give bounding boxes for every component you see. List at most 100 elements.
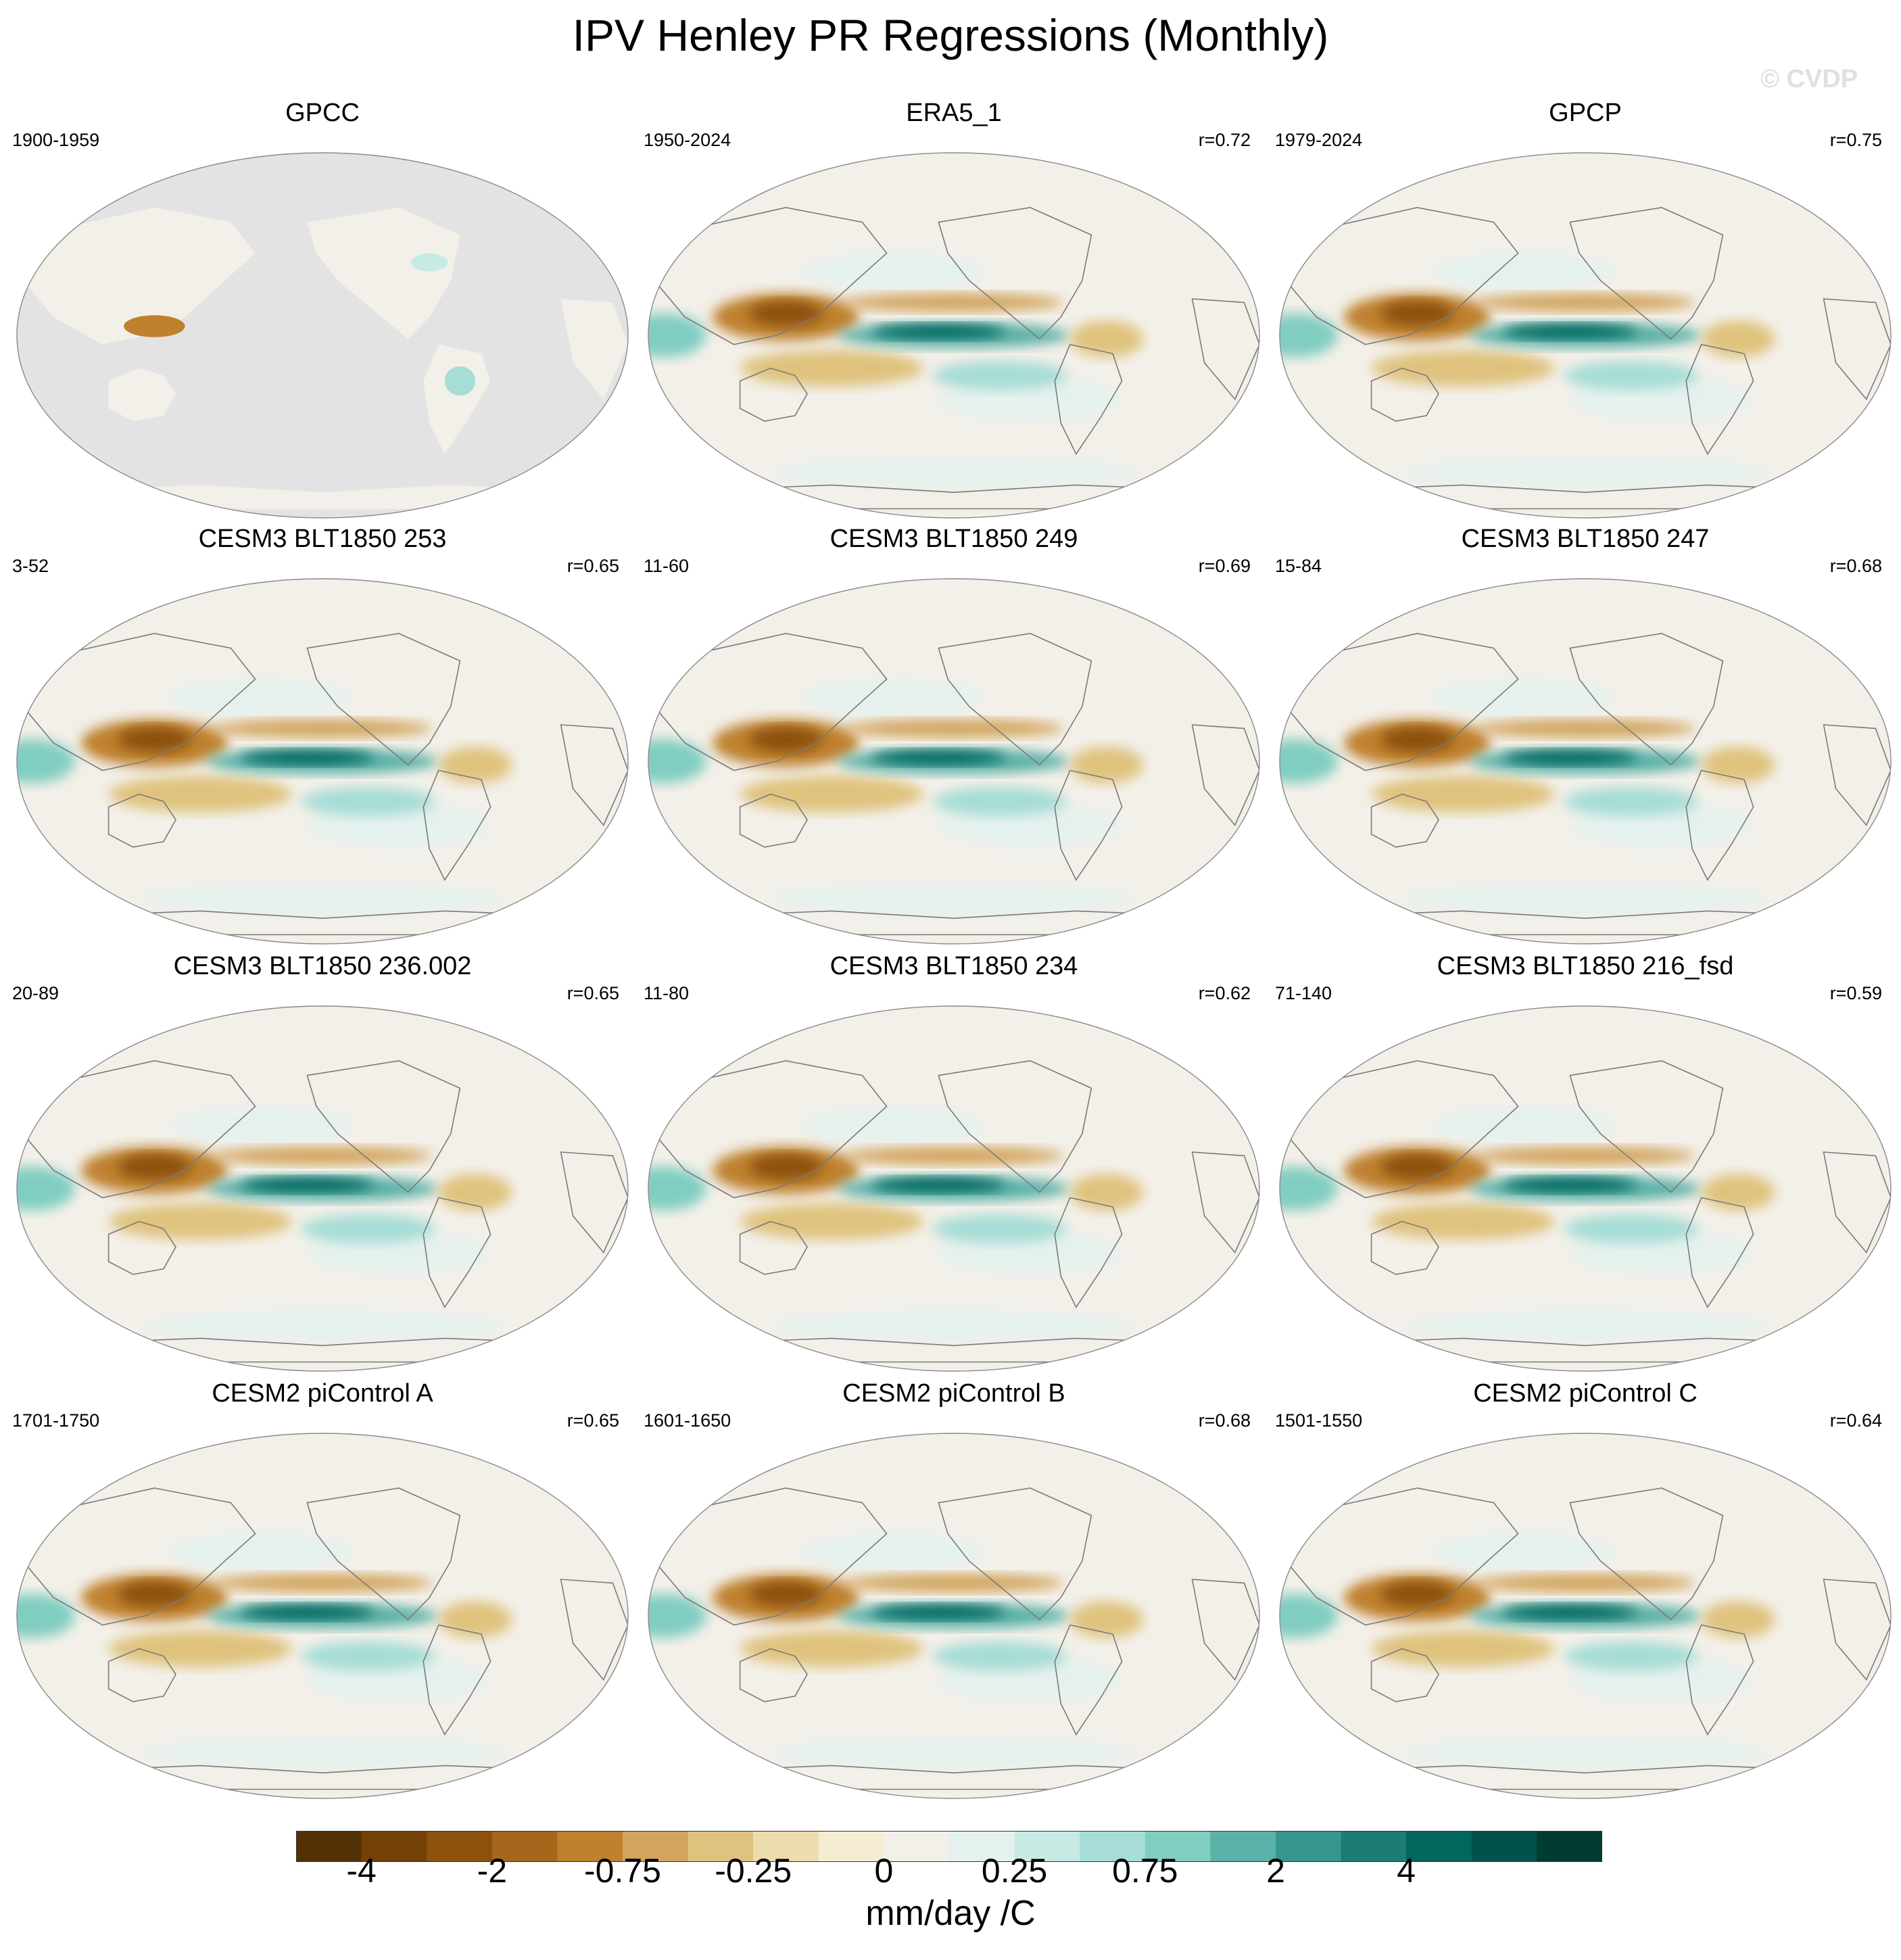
maritime-continent-core xyxy=(118,1153,191,1180)
north-itcz-dry-anomaly xyxy=(844,293,1064,312)
southeast-pacific-wet-anomaly xyxy=(932,1214,1067,1243)
southeast-pacific-wet-anomaly xyxy=(932,360,1067,390)
equatorial-pacific-core xyxy=(871,1177,1006,1193)
colorbar-swatch xyxy=(1014,1832,1080,1861)
coastline-africa xyxy=(560,1579,628,1681)
panel-title: CESM3 BLT1850 249 xyxy=(829,525,1078,553)
coastline-southAmerica xyxy=(1054,1624,1123,1736)
panel-correlation: r=0.65 xyxy=(567,1410,619,1431)
coastline-africa xyxy=(1823,1151,1891,1253)
colorbar-tick-label: -0.75 xyxy=(584,1852,661,1890)
coastline-australia xyxy=(1370,1648,1439,1702)
coastline-australia xyxy=(739,367,808,422)
map-panel: CESM2 piControl C 1501-1550 r=0.64 xyxy=(1271,1379,1900,1799)
maritime-continent-core xyxy=(1380,300,1454,327)
coastline-southAmerica xyxy=(423,1197,491,1309)
regression-map xyxy=(648,1005,1260,1372)
map-panel: CESM3 BLT1850 247 15-84 r=0.68 xyxy=(1271,525,1900,945)
north-itcz-dry-anomaly xyxy=(1475,1146,1695,1165)
indian-ocean-wet-anomaly xyxy=(1280,739,1338,784)
panel-correlation: r=0.59 xyxy=(1829,983,1882,1003)
panel-correlation: r=0.75 xyxy=(1829,130,1882,150)
coastline-africa xyxy=(1823,298,1891,400)
colorbar-tick-label: -0.25 xyxy=(715,1852,792,1890)
southern-ocean-anomaly xyxy=(770,883,1138,913)
north-pacific-anomaly xyxy=(801,253,985,290)
map-panel: CESM2 piControl B 1601-1650 r=0.68 xyxy=(640,1379,1268,1799)
southern-ocean-anomaly xyxy=(1401,1310,1769,1341)
spcz-dry-anomaly xyxy=(740,1630,923,1667)
coastline-australia xyxy=(739,1220,808,1275)
coastline-southAmerica xyxy=(423,1624,491,1736)
panel-title: GPCC xyxy=(285,99,360,127)
equatorial-pacific-core xyxy=(239,1604,375,1620)
panel-period: 1950-2024 xyxy=(644,130,731,150)
colorbar-tick-label: 0 xyxy=(874,1852,894,1890)
map-boundary xyxy=(16,1433,629,1799)
equatorial-pacific-core xyxy=(1502,324,1637,339)
spcz-dry-anomaly xyxy=(108,775,292,813)
maritime-continent-core xyxy=(1380,1581,1454,1607)
indian-ocean-wet-anomaly xyxy=(648,313,706,358)
north-itcz-dry-anomaly xyxy=(212,1573,433,1592)
southeast-pacific-wet-anomaly xyxy=(1564,786,1699,816)
indian-ocean-wet-anomaly xyxy=(1280,313,1338,358)
north-pacific-anomaly xyxy=(1433,253,1616,290)
maritime-continent-anomaly xyxy=(124,315,185,337)
regression-map xyxy=(1279,578,1892,945)
map-panel: GPCP 1979-2024 r=0.75 xyxy=(1271,99,1900,519)
coastline-southAmerica xyxy=(1054,1197,1123,1309)
panel-title: CESM3 BLT1850 236.002 xyxy=(173,952,472,980)
colorbar-swatch xyxy=(623,1832,689,1861)
colorbar-swatch xyxy=(557,1832,623,1861)
north-pacific-anomaly xyxy=(801,679,985,716)
coastline-northAmerica xyxy=(1569,207,1724,340)
colorbar-tick-label: 4 xyxy=(1397,1852,1416,1890)
map-boundary xyxy=(648,1005,1260,1372)
panel-title: CESM2 piControl C xyxy=(1473,1379,1698,1408)
coastline-southAmerica xyxy=(1685,343,1754,456)
coastline-northAmerica xyxy=(938,1487,1092,1621)
panel-correlation: r=0.65 xyxy=(567,556,619,576)
colorbar-tick-label: 0.25 xyxy=(981,1852,1048,1890)
southeast-pacific-wet-anomaly xyxy=(932,786,1067,816)
equatorial-pacific-core xyxy=(871,1604,1006,1620)
north-pacific-anomaly xyxy=(170,679,354,716)
maritime-continent-core xyxy=(118,726,191,752)
land-region-africa xyxy=(560,299,628,400)
spcz-dry-anomaly xyxy=(740,350,923,387)
coastline-northAmerica xyxy=(1569,1060,1724,1193)
map-boundary xyxy=(648,152,1260,519)
maritime-continent-core xyxy=(749,1153,823,1180)
colorbar-tick-label: 2 xyxy=(1266,1852,1285,1890)
southeast-pacific-wet-anomaly xyxy=(1564,360,1699,390)
panel-correlation: r=0.68 xyxy=(1198,1410,1251,1431)
coastline-northAmerica xyxy=(938,207,1092,340)
land-region-asia xyxy=(23,208,256,345)
map-boundary xyxy=(648,1433,1260,1799)
maritime-continent-core xyxy=(1380,726,1454,752)
north-pacific-anomaly xyxy=(1433,679,1616,716)
colorbar-swatch xyxy=(361,1832,427,1861)
coastline-australia xyxy=(107,1648,176,1702)
spcz-dry-anomaly xyxy=(1371,350,1555,387)
southern-ocean-anomaly xyxy=(770,1310,1138,1341)
coastline-northAmerica xyxy=(1569,633,1724,766)
coastline-australia xyxy=(739,793,808,848)
colorbar-swatch xyxy=(818,1832,884,1861)
colorbar-tick-label: -4 xyxy=(346,1852,377,1890)
southeast-pacific-wet-anomaly xyxy=(301,1214,436,1243)
colorbar-frame xyxy=(296,1831,1602,1862)
coastline-southAmerica xyxy=(1054,343,1123,456)
coastline-australia xyxy=(107,793,176,848)
map-boundary xyxy=(1279,152,1892,519)
maritime-continent-core xyxy=(749,1581,823,1607)
coastline-northAmerica xyxy=(306,1487,461,1621)
panel-title: GPCP xyxy=(1549,99,1622,127)
map-boundary xyxy=(16,578,629,945)
panel-period: 71-140 xyxy=(1275,983,1332,1003)
map-panel: ERA5_1 1950-2024 r=0.72 xyxy=(640,99,1268,519)
north-itcz-dry-anomaly xyxy=(844,719,1064,738)
regression-map xyxy=(1279,1433,1892,1799)
coastline-australia xyxy=(739,1648,808,1702)
